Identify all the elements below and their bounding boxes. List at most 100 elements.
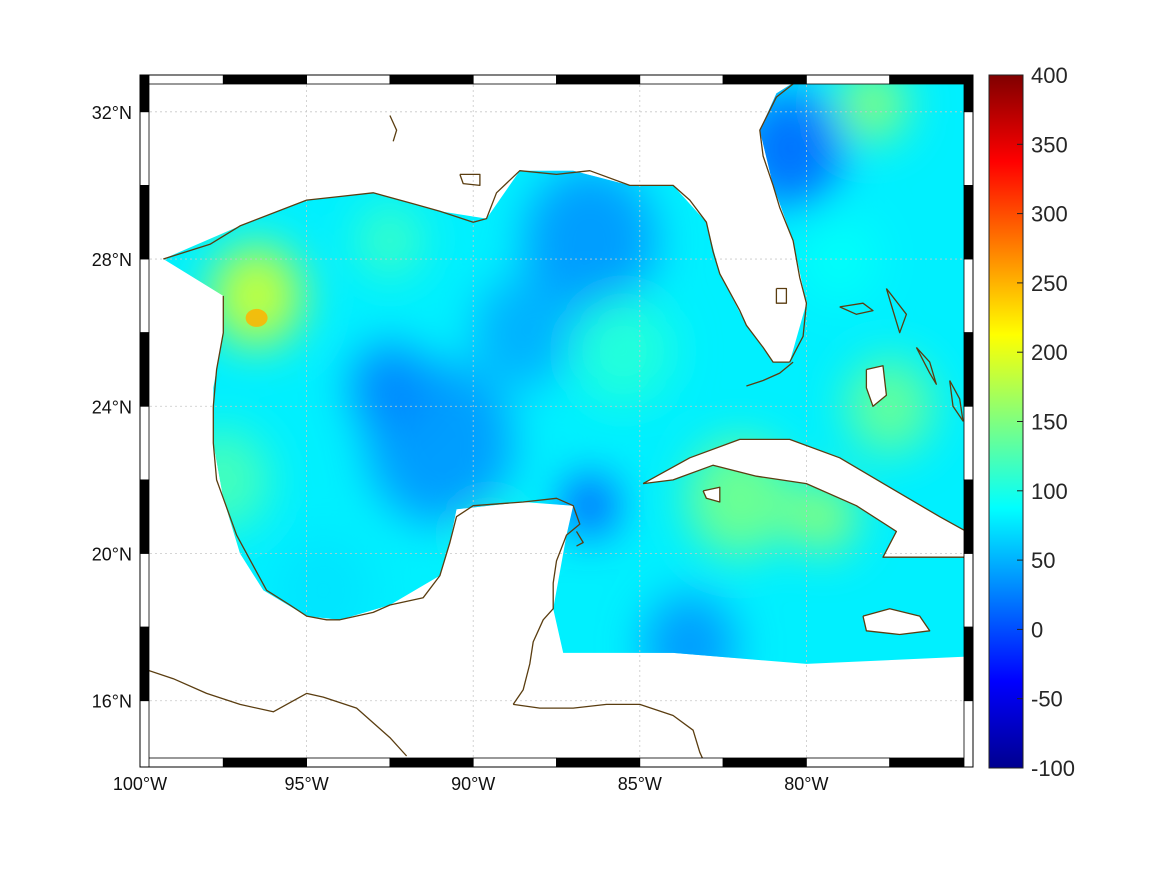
coastline-grand-bahama xyxy=(839,302,874,315)
frame-segment-bottom xyxy=(472,757,557,768)
frame-segment-top xyxy=(806,74,891,85)
x-tick-label: 80°W xyxy=(784,774,828,794)
frame-segment-top xyxy=(306,74,391,85)
coastline-us-gulf xyxy=(163,170,790,363)
frame-segment-right xyxy=(963,258,974,334)
field-blob xyxy=(643,594,737,664)
field-blob xyxy=(563,476,617,536)
frame-segment-right xyxy=(963,185,974,260)
frame-segment-bottom xyxy=(306,757,391,768)
map-frame xyxy=(139,74,974,768)
colorbar-tick-label: 250 xyxy=(1031,271,1068,296)
frame-segment-left xyxy=(139,332,150,407)
frame-segment-right xyxy=(963,405,974,481)
field-blob xyxy=(839,78,907,142)
x-tick-label: 85°W xyxy=(618,774,662,794)
frame-segment-bottom xyxy=(556,757,641,768)
frame-segment-top xyxy=(472,74,557,85)
frame-segment-bottom xyxy=(722,757,807,768)
colorbar-tick-label: 150 xyxy=(1031,410,1068,435)
coastline-cuba xyxy=(642,438,967,532)
frame-segment-right xyxy=(963,626,974,702)
frame-segment-top xyxy=(139,74,224,85)
frame-segment-right xyxy=(963,479,974,554)
frame-segment-bottom xyxy=(639,757,724,768)
coastline-lake-okeechobee xyxy=(775,287,788,304)
frame-segment-right xyxy=(963,74,974,113)
frame-segment-bottom xyxy=(389,757,474,768)
colorbar-tick-label: -50 xyxy=(1031,687,1063,712)
frame-segment-right xyxy=(963,111,974,186)
colorbar-tick-labels: 400 350 300 250 200 150 100 50 0 -50 -100 xyxy=(1017,63,1075,781)
frame-segment-bottom xyxy=(222,757,308,768)
frame-segment-top xyxy=(639,74,724,85)
colorbar-tick-label: 300 xyxy=(1031,202,1068,227)
frame-segment-left xyxy=(139,479,150,554)
field-blob xyxy=(523,167,657,315)
y-tick-label: 28°N xyxy=(92,250,132,270)
frame-segment-right xyxy=(963,553,974,628)
frame-segment-left xyxy=(139,700,150,768)
coastline-arkansas-lake xyxy=(389,115,398,142)
colorbar-tick-label: 400 xyxy=(1031,63,1068,88)
frame-segment-top xyxy=(722,74,807,85)
frame-segment-left xyxy=(139,74,150,113)
colorbar-tick-label: 350 xyxy=(1031,132,1068,157)
field-blob xyxy=(209,244,304,348)
y-tick-label: 32°N xyxy=(92,103,132,123)
colorbar-tick-label: 50 xyxy=(1031,548,1055,573)
frame-segment-top xyxy=(222,74,308,85)
field-blob xyxy=(799,214,880,304)
latitude-tick-labels: 32°N 28°N 24°N 20°N 16°N xyxy=(92,103,132,712)
coastlines xyxy=(140,78,967,767)
land-jamaica xyxy=(863,608,930,635)
frame-segment-bottom xyxy=(806,757,891,768)
frame-segment-right xyxy=(963,700,974,768)
colorbar-tick-label: -100 xyxy=(1031,756,1075,781)
x-tick-label: 100°W xyxy=(113,774,167,794)
coastline-cuba-south xyxy=(643,464,967,558)
land-cuba xyxy=(643,439,967,558)
frame-segment-left xyxy=(139,405,150,481)
frame-segment-left xyxy=(139,626,150,702)
frame-segment-left xyxy=(139,258,150,334)
coastline-cancun-island xyxy=(575,531,584,547)
coastline-eleuthera xyxy=(915,346,937,385)
coastline-central-america xyxy=(513,703,707,767)
coastline-abaco xyxy=(885,288,908,334)
field-blob xyxy=(573,295,674,407)
colorbar: 400 350 300 250 200 150 100 50 0 -50 -100 xyxy=(988,63,1075,781)
y-tick-label: 20°N xyxy=(92,545,132,565)
coastline-bahamas-east xyxy=(949,380,964,422)
coastline-lake-pontchartrain xyxy=(459,173,481,187)
map-gridlines xyxy=(140,75,973,767)
frame-segment-top xyxy=(556,74,641,85)
coastline-andros xyxy=(865,365,888,407)
coastline-isla-juventud xyxy=(702,486,721,503)
frame-segment-left xyxy=(139,553,150,628)
coastline-us-atlantic xyxy=(759,78,808,363)
coastline-jamaica xyxy=(862,608,931,636)
y-tick-label: 16°N xyxy=(92,692,132,712)
colorbar-tick-label: 0 xyxy=(1031,617,1043,642)
frame-segment-bottom xyxy=(139,757,224,768)
land-andros xyxy=(866,365,887,407)
field-blob xyxy=(349,343,430,433)
coastline-pacific-mexico xyxy=(140,666,408,757)
frame-segment-left xyxy=(139,185,150,260)
frame-segment-top xyxy=(389,74,474,85)
x-tick-label: 90°W xyxy=(451,774,495,794)
frame-segment-bottom xyxy=(889,757,974,768)
longitude-tick-labels: 100°W 95°W 90°W 85°W 80°W xyxy=(113,774,829,794)
x-tick-label: 95°W xyxy=(284,774,328,794)
colorbar-tick-label: 200 xyxy=(1031,340,1068,365)
frame-segment-right xyxy=(963,332,974,407)
field-blob xyxy=(473,277,574,388)
coastline-florida-keys xyxy=(746,361,794,387)
field-hotspot xyxy=(245,308,268,327)
frame-segment-left xyxy=(139,111,150,186)
frame-segment-top xyxy=(889,74,974,85)
field-blob xyxy=(356,203,424,278)
coastline-mexico xyxy=(212,295,581,705)
